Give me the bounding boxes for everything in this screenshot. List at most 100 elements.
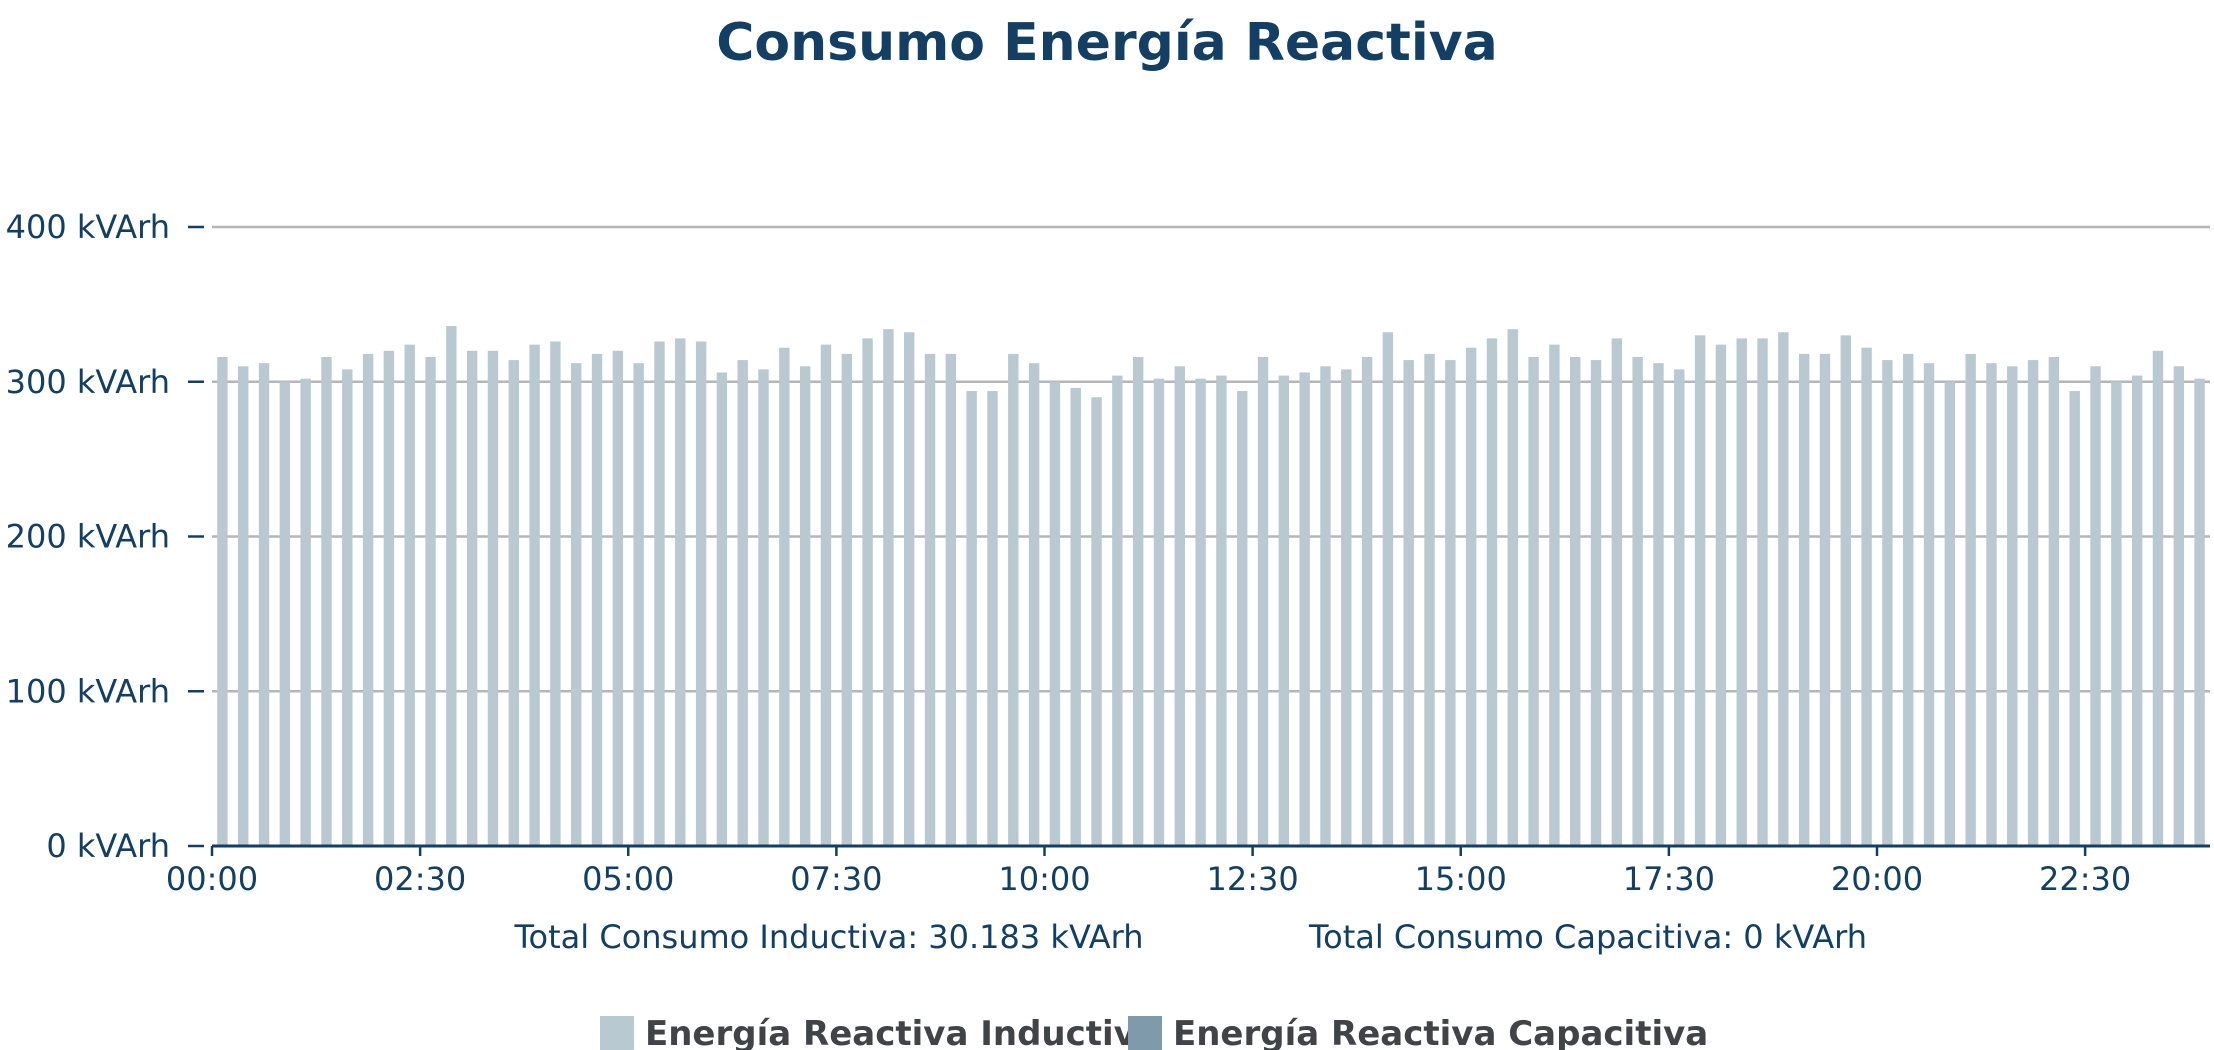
bar-inductiva bbox=[1237, 391, 1248, 846]
x-tick-label: 07:30 bbox=[790, 860, 882, 898]
legend-swatch-capacitiva bbox=[1128, 1016, 1162, 1050]
bar-inductiva bbox=[883, 329, 894, 846]
x-tick-label: 02:30 bbox=[374, 860, 466, 898]
bar-inductiva bbox=[1132, 356, 1144, 846]
bar-inductiva bbox=[1341, 369, 1352, 846]
bar-inductiva bbox=[1882, 360, 1893, 846]
bar-inductiva bbox=[321, 356, 332, 846]
bar-inductiva bbox=[1216, 375, 1227, 846]
bar-inductiva bbox=[1257, 356, 1269, 846]
bar-inductiva bbox=[1923, 363, 1935, 846]
bar-inductiva bbox=[1070, 387, 1081, 846]
bar-inductiva bbox=[799, 366, 811, 846]
bar-inductiva bbox=[2048, 356, 2060, 846]
bar-inductiva bbox=[758, 369, 769, 846]
bar-inductiva bbox=[217, 356, 228, 846]
bar-inductiva bbox=[529, 344, 540, 846]
bar-inductiva bbox=[1944, 381, 1956, 846]
bar-inductiva bbox=[1965, 353, 1976, 846]
bar-inductiva bbox=[1528, 356, 1539, 846]
bar-inductiva bbox=[1465, 347, 1477, 846]
bar-inductiva bbox=[633, 363, 644, 846]
bar-inductiva bbox=[1570, 356, 1581, 846]
bar-inductiva bbox=[258, 363, 270, 846]
x-tick-label: 12:30 bbox=[1207, 860, 1299, 898]
bar-inductiva bbox=[2173, 366, 2184, 846]
legend-label-capacitiva: Energía Reactiva Capacitiva bbox=[1173, 1014, 1708, 1050]
bar-inductiva bbox=[1112, 375, 1123, 846]
bar-inductiva bbox=[362, 353, 374, 846]
bar-inductiva bbox=[1382, 332, 1394, 847]
bar-inductiva bbox=[1861, 347, 1872, 846]
bar-inductiva bbox=[1840, 335, 1851, 846]
x-tick-label: 22:30 bbox=[2039, 860, 2131, 898]
legend-label-inductiva: Energía Reactiva Inductiva bbox=[645, 1014, 1159, 1050]
bar-inductiva bbox=[404, 344, 415, 846]
bar-inductiva bbox=[695, 341, 707, 846]
y-tick-label: 200 kVArh bbox=[6, 518, 170, 556]
bar-inductiva bbox=[737, 360, 748, 846]
y-tick-label: 400 kVArh bbox=[6, 208, 170, 246]
bar-inductiva bbox=[1091, 397, 1102, 846]
bar-inductiva bbox=[1486, 338, 1498, 846]
bar-inductiva bbox=[1507, 329, 1518, 846]
legend-swatch-inductiva bbox=[600, 1016, 634, 1050]
bar-inductiva bbox=[1424, 353, 1435, 846]
bar-inductiva bbox=[1632, 356, 1643, 846]
bar-inductiva bbox=[1590, 360, 1602, 846]
x-tick-label: 05:00 bbox=[582, 860, 674, 898]
bar-inductiva bbox=[1694, 335, 1706, 846]
bar-inductiva bbox=[1049, 381, 1061, 846]
bar-inductiva bbox=[342, 369, 353, 846]
chart-title: Consumo Energía Reactiva bbox=[716, 13, 1497, 73]
legend: Energía Reactiva Inductiva Energía Reacti… bbox=[600, 1014, 1708, 1050]
bar-inductiva bbox=[571, 363, 582, 846]
bar-inductiva bbox=[1674, 369, 1685, 846]
y-tick-label: 0 kVArh bbox=[46, 827, 170, 865]
bar-inductiva bbox=[1008, 353, 1019, 846]
bar-inductiva bbox=[2069, 391, 2080, 846]
bar-inductiva bbox=[2194, 378, 2205, 846]
bar-inductiva bbox=[508, 360, 519, 846]
bar-inductiva bbox=[2090, 366, 2101, 846]
bar-inductiva bbox=[1445, 360, 1456, 846]
bar-inductiva bbox=[1299, 372, 1310, 846]
bar-inductiva bbox=[2152, 350, 2164, 846]
bar-inductiva bbox=[1174, 366, 1185, 846]
bar-inductiva bbox=[1798, 353, 1810, 846]
grid-layer bbox=[212, 225, 2210, 693]
bar-inductiva bbox=[1778, 332, 1789, 847]
bar-inductiva bbox=[1153, 378, 1165, 846]
bar-inductiva bbox=[1320, 366, 1331, 846]
total-inductiva-label: Total Consumo Inductiva: 30.183 kVArh bbox=[513, 918, 1143, 956]
y-axis: 0 kVArh 100 kVArh 200 kVArh 300 kVArh 400 kV… bbox=[6, 208, 204, 865]
bar-inductiva bbox=[1403, 360, 1414, 846]
bar-inductiva bbox=[425, 356, 436, 846]
bars-layer bbox=[217, 326, 2205, 847]
bar-inductiva bbox=[300, 378, 311, 846]
bar-inductiva bbox=[716, 372, 728, 846]
bar-inductiva bbox=[779, 347, 790, 846]
bar-inductiva bbox=[1653, 363, 1664, 846]
x-tick-label: 10:00 bbox=[998, 860, 1090, 898]
bar-inductiva bbox=[550, 341, 561, 846]
bar-inductiva bbox=[2027, 360, 2039, 846]
bar-inductiva bbox=[446, 326, 457, 846]
y-tick-label: 100 kVArh bbox=[6, 672, 170, 710]
bar-inductiva bbox=[2007, 366, 2018, 846]
bar-inductiva bbox=[1715, 344, 1727, 846]
bar-inductiva bbox=[1195, 378, 1206, 846]
bar-inductiva bbox=[924, 353, 936, 846]
bar-inductiva bbox=[904, 332, 915, 847]
bar-inductiva bbox=[2111, 381, 2122, 846]
bar-inductiva bbox=[1549, 344, 1560, 846]
bar-inductiva bbox=[820, 344, 832, 846]
bar-inductiva bbox=[841, 353, 852, 846]
bar-inductiva bbox=[1736, 338, 1747, 846]
bar-inductiva bbox=[279, 381, 291, 846]
bar-inductiva bbox=[487, 350, 499, 846]
bar-inductiva bbox=[1757, 338, 1768, 846]
bar-inductiva bbox=[383, 350, 395, 846]
bar-inductiva bbox=[654, 341, 665, 846]
